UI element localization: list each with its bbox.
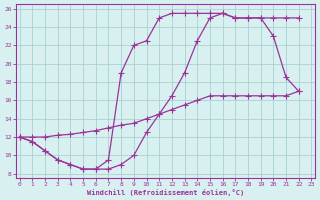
X-axis label: Windchill (Refroidissement éolien,°C): Windchill (Refroidissement éolien,°C)	[87, 189, 244, 196]
